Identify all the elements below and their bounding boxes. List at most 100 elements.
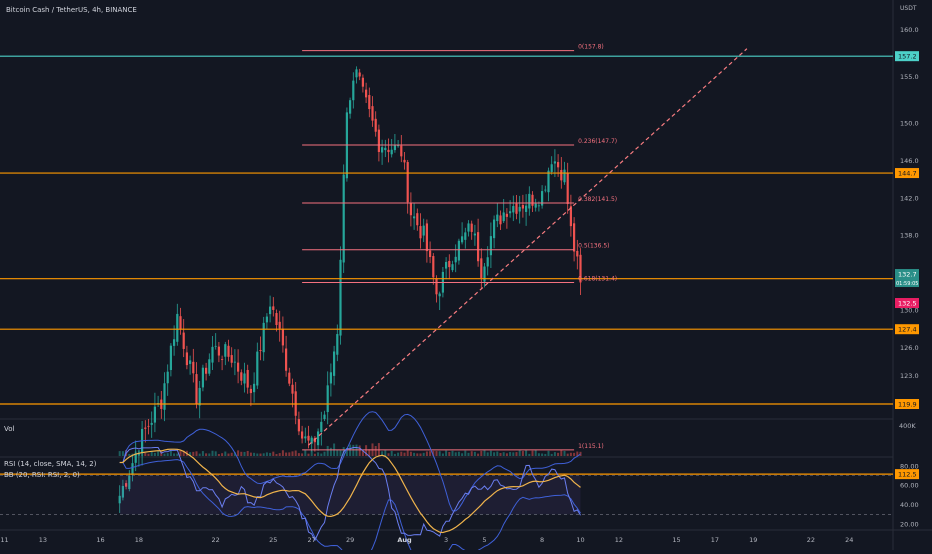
candle-body [579,254,582,283]
rsi-tick-label: 40.00 [900,501,919,509]
candle-body [448,260,451,268]
current-price-label: 132.7 [898,271,917,279]
candle-body [227,345,230,357]
candle-body [569,206,572,227]
candle-body [409,202,412,216]
candle-body [243,373,246,384]
volume-bar [502,452,505,456]
time-tick-label: 8 [540,536,544,544]
volume-bar [249,452,252,456]
volume-axis-label: 400K [899,422,916,430]
volume-bar [201,451,204,456]
time-tick-label: 3 [444,536,448,544]
current-price-tag [895,298,919,309]
candle-body [406,162,409,203]
candle-body [416,213,419,226]
volume-bar [259,453,262,456]
volume-bar [413,452,416,456]
volume-bar [317,452,320,456]
candle-body [249,388,252,394]
candle-body [256,351,259,386]
volume-bar [381,451,384,456]
volume-bar [425,451,428,456]
price-tick-label: 150.0 [900,120,919,128]
volume-bar [297,453,300,456]
candle-body [211,346,214,363]
candle-body [173,339,176,346]
rsi-indicator-label[interactable]: RSI (14, close, SMA, 14, 2) [4,460,97,468]
volume-bar [553,452,556,456]
candle-body [454,256,457,263]
volume-bar [243,451,246,456]
volume-bar [237,450,240,456]
volume-bar [573,452,576,456]
volume-bar [253,452,256,456]
candle-body [432,256,435,278]
volume-bar [477,453,480,456]
volume-label[interactable]: Vol [4,425,15,433]
candle-body [521,205,524,209]
price-level-tag [895,399,919,409]
volume-bar [288,452,291,456]
bb-lower-line [119,459,581,554]
rsi-tick-label: 60.00 [900,482,919,490]
volume-bar [409,451,412,456]
fib-level-label: 1(115.1) [578,443,604,450]
candle-body [368,95,371,110]
volume-bar [384,450,387,456]
volume-bar [182,450,185,456]
price-tick-label: 130.0 [900,307,919,315]
rsi-tick-label: 20.00 [900,521,919,529]
candle-body [195,374,198,405]
volume-bar [473,451,476,456]
volume-bar [173,453,176,456]
volume-bar [547,450,550,456]
volume-bar [336,450,339,456]
candle-body [557,162,560,168]
time-tick-label: 17 [711,536,719,544]
candle-body [518,206,521,212]
symbol-title[interactable]: Bitcoin Cash / TetherUS, 4h, BINANCE [6,6,137,14]
fib-level-label: 0(157.8) [578,44,604,51]
price-level-tag [895,324,919,335]
candle-body [237,362,240,372]
candle-body [269,306,272,315]
volume-bar [265,452,268,456]
candle-body [544,189,547,191]
volume-bar [537,453,540,456]
volume-bar [233,452,236,456]
volume-bar [390,450,393,456]
candle-body [118,495,121,504]
candle-body [329,372,332,384]
volume-bar [483,450,486,456]
candle-body [288,372,291,384]
volume-bar [281,450,284,456]
time-tick-label: 25 [269,536,277,544]
candle-body [230,355,233,363]
candle-body [387,149,390,153]
candle-body [563,169,566,183]
candle-body [259,350,262,351]
volume-bar [521,451,524,456]
fib-level-label: 0.5(136.5) [578,243,609,250]
volume-bar [278,453,281,456]
time-tick-label: 10 [576,536,584,544]
price-tick-label: 126.0 [900,344,919,352]
volume-bar [499,452,502,456]
volume-bar [576,451,579,456]
candle-body [400,145,403,157]
candle-body [493,219,496,239]
volume-bar [166,453,169,456]
price-tick-label: 146.0 [900,157,919,165]
candle-body [198,387,201,406]
volume-bar [169,450,172,456]
volume-bar [493,452,496,456]
time-tick-label: 22 [212,536,220,544]
volume-bar [563,450,566,456]
candle-body [429,250,432,258]
volume-bar [345,447,348,456]
bb-indicator-label[interactable]: BB (20, RSI: RSI, 2, 0) [4,471,80,479]
price-level-tag [895,168,919,179]
